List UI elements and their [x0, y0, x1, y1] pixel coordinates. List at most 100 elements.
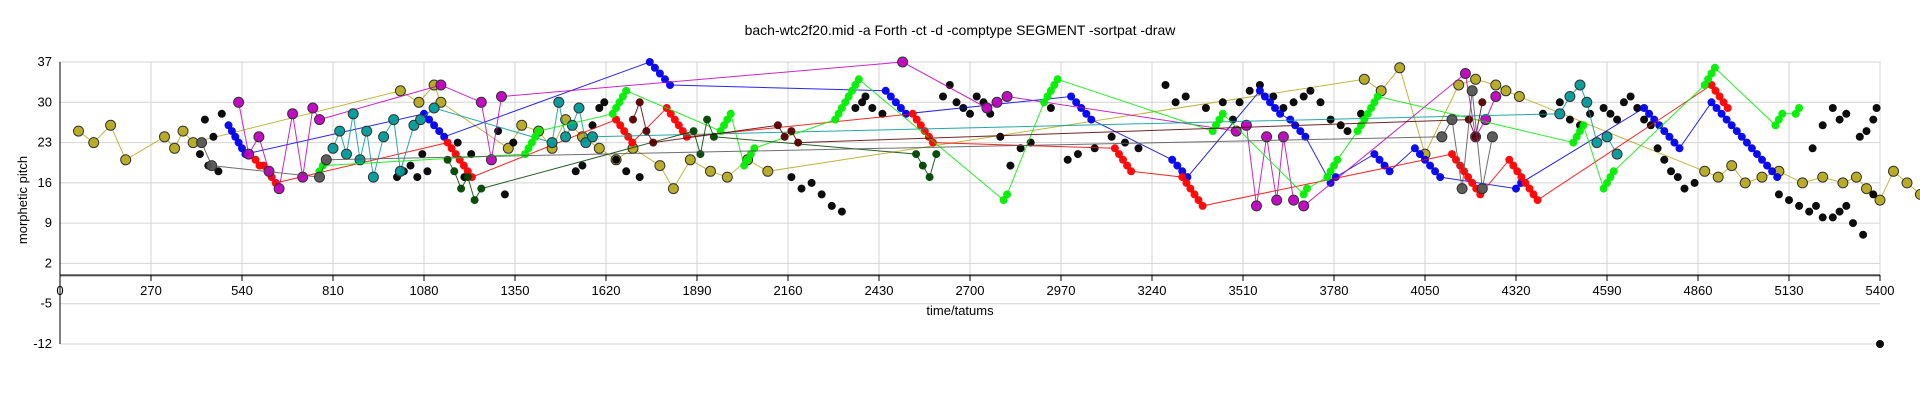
- data-point: [453, 138, 462, 147]
- data-point: [327, 142, 339, 154]
- data-point: [817, 190, 826, 199]
- series-red-3: [251, 81, 1732, 210]
- data-point: [1797, 177, 1808, 189]
- data-point: [1478, 98, 1487, 107]
- data-point: [1073, 150, 1082, 159]
- data-point: [214, 167, 223, 176]
- data-point: [394, 85, 406, 97]
- chart-title: bach-wtc2f20.mid -a Forth -ct -d -compty…: [745, 22, 1177, 38]
- data-point: [1739, 177, 1751, 189]
- data-point: [516, 119, 528, 131]
- data-point: [1431, 167, 1440, 176]
- data-point: [1453, 79, 1465, 91]
- data-point: [1181, 92, 1190, 101]
- data-point: [1436, 131, 1448, 143]
- data-point: [1581, 96, 1593, 108]
- data-point: [827, 201, 836, 210]
- data-point: [1470, 73, 1482, 85]
- data-point: [413, 96, 425, 108]
- data-point: [593, 142, 605, 154]
- data-point: [1704, 75, 1713, 84]
- data-point: [1774, 190, 1783, 199]
- data-point: [334, 125, 346, 137]
- data-point: [616, 121, 625, 130]
- data-point: [1323, 173, 1332, 182]
- data-point: [1835, 207, 1844, 216]
- data-point: [307, 102, 319, 114]
- data-point: [1849, 219, 1857, 228]
- data-point: [1712, 104, 1721, 112]
- data-point: [1067, 92, 1076, 101]
- data-point: [881, 86, 890, 95]
- data-point: [1842, 201, 1851, 210]
- data-point: [1046, 104, 1055, 112]
- data-point: [1255, 81, 1264, 89]
- data-point: [1914, 188, 1920, 200]
- data-point: [527, 138, 536, 147]
- data-point: [1591, 137, 1603, 149]
- data-point: [1190, 190, 1199, 199]
- data-point: [1785, 196, 1793, 205]
- data-point: [620, 127, 629, 136]
- data-point: [1201, 104, 1210, 112]
- data-point: [1168, 155, 1177, 164]
- x-tick-label: 5130: [1775, 283, 1804, 298]
- data-point: [1448, 150, 1456, 159]
- data-point: [1500, 85, 1512, 97]
- data-point: [463, 167, 472, 176]
- data-point: [1370, 150, 1379, 159]
- data-point: [1603, 178, 1611, 187]
- x-tick-label: 540: [231, 283, 253, 298]
- data-point: [622, 86, 631, 95]
- data-point: [1795, 201, 1804, 210]
- data-point: [196, 137, 208, 149]
- data-point: [1611, 148, 1623, 160]
- data-point: [1251, 200, 1262, 212]
- data-point: [1872, 104, 1881, 112]
- data-point: [467, 150, 476, 159]
- y-tick-label: 30: [38, 94, 52, 109]
- data-point: [1874, 194, 1886, 206]
- data-point: [1574, 79, 1586, 91]
- data-point: [1747, 144, 1756, 153]
- data-point: [1173, 161, 1182, 170]
- data-point: [831, 115, 840, 124]
- y-tick-label: 23: [38, 135, 52, 150]
- data-point: [1555, 98, 1564, 107]
- data-point: [361, 125, 373, 137]
- data-point: [1715, 92, 1724, 101]
- data-point: [1732, 127, 1741, 136]
- x-tick-label: 1350: [501, 283, 530, 298]
- data-point: [1533, 196, 1542, 205]
- data-point: [908, 109, 917, 118]
- data-point: [1599, 104, 1608, 112]
- data-point: [1818, 213, 1827, 222]
- x-tick-label: 810: [322, 283, 344, 298]
- data-point: [684, 154, 696, 166]
- data-point: [120, 154, 132, 166]
- data-point: [314, 171, 325, 183]
- y-tick-label: -12: [33, 336, 52, 351]
- data-point: [991, 96, 1003, 108]
- data-point: [571, 167, 580, 176]
- data-point: [674, 121, 683, 130]
- data-point: [1459, 68, 1471, 79]
- data-point: [1107, 132, 1116, 141]
- data-point: [1218, 109, 1227, 118]
- data-point: [1119, 155, 1127, 164]
- data-point: [750, 144, 759, 153]
- data-point: [1333, 155, 1342, 164]
- data-point: [1410, 144, 1419, 153]
- data-point: [1090, 144, 1099, 153]
- data-point: [1016, 144, 1025, 153]
- data-point: [1198, 201, 1207, 210]
- data-point: [878, 109, 887, 118]
- data-point: [966, 109, 974, 118]
- data-point: [406, 161, 415, 170]
- data-point: [912, 115, 921, 124]
- x-axis-label: time/tatums: [926, 303, 994, 318]
- data-point: [1512, 184, 1520, 193]
- data-point: [231, 132, 240, 141]
- x-tick-label: 3780: [1320, 283, 1349, 298]
- data-point: [195, 150, 204, 159]
